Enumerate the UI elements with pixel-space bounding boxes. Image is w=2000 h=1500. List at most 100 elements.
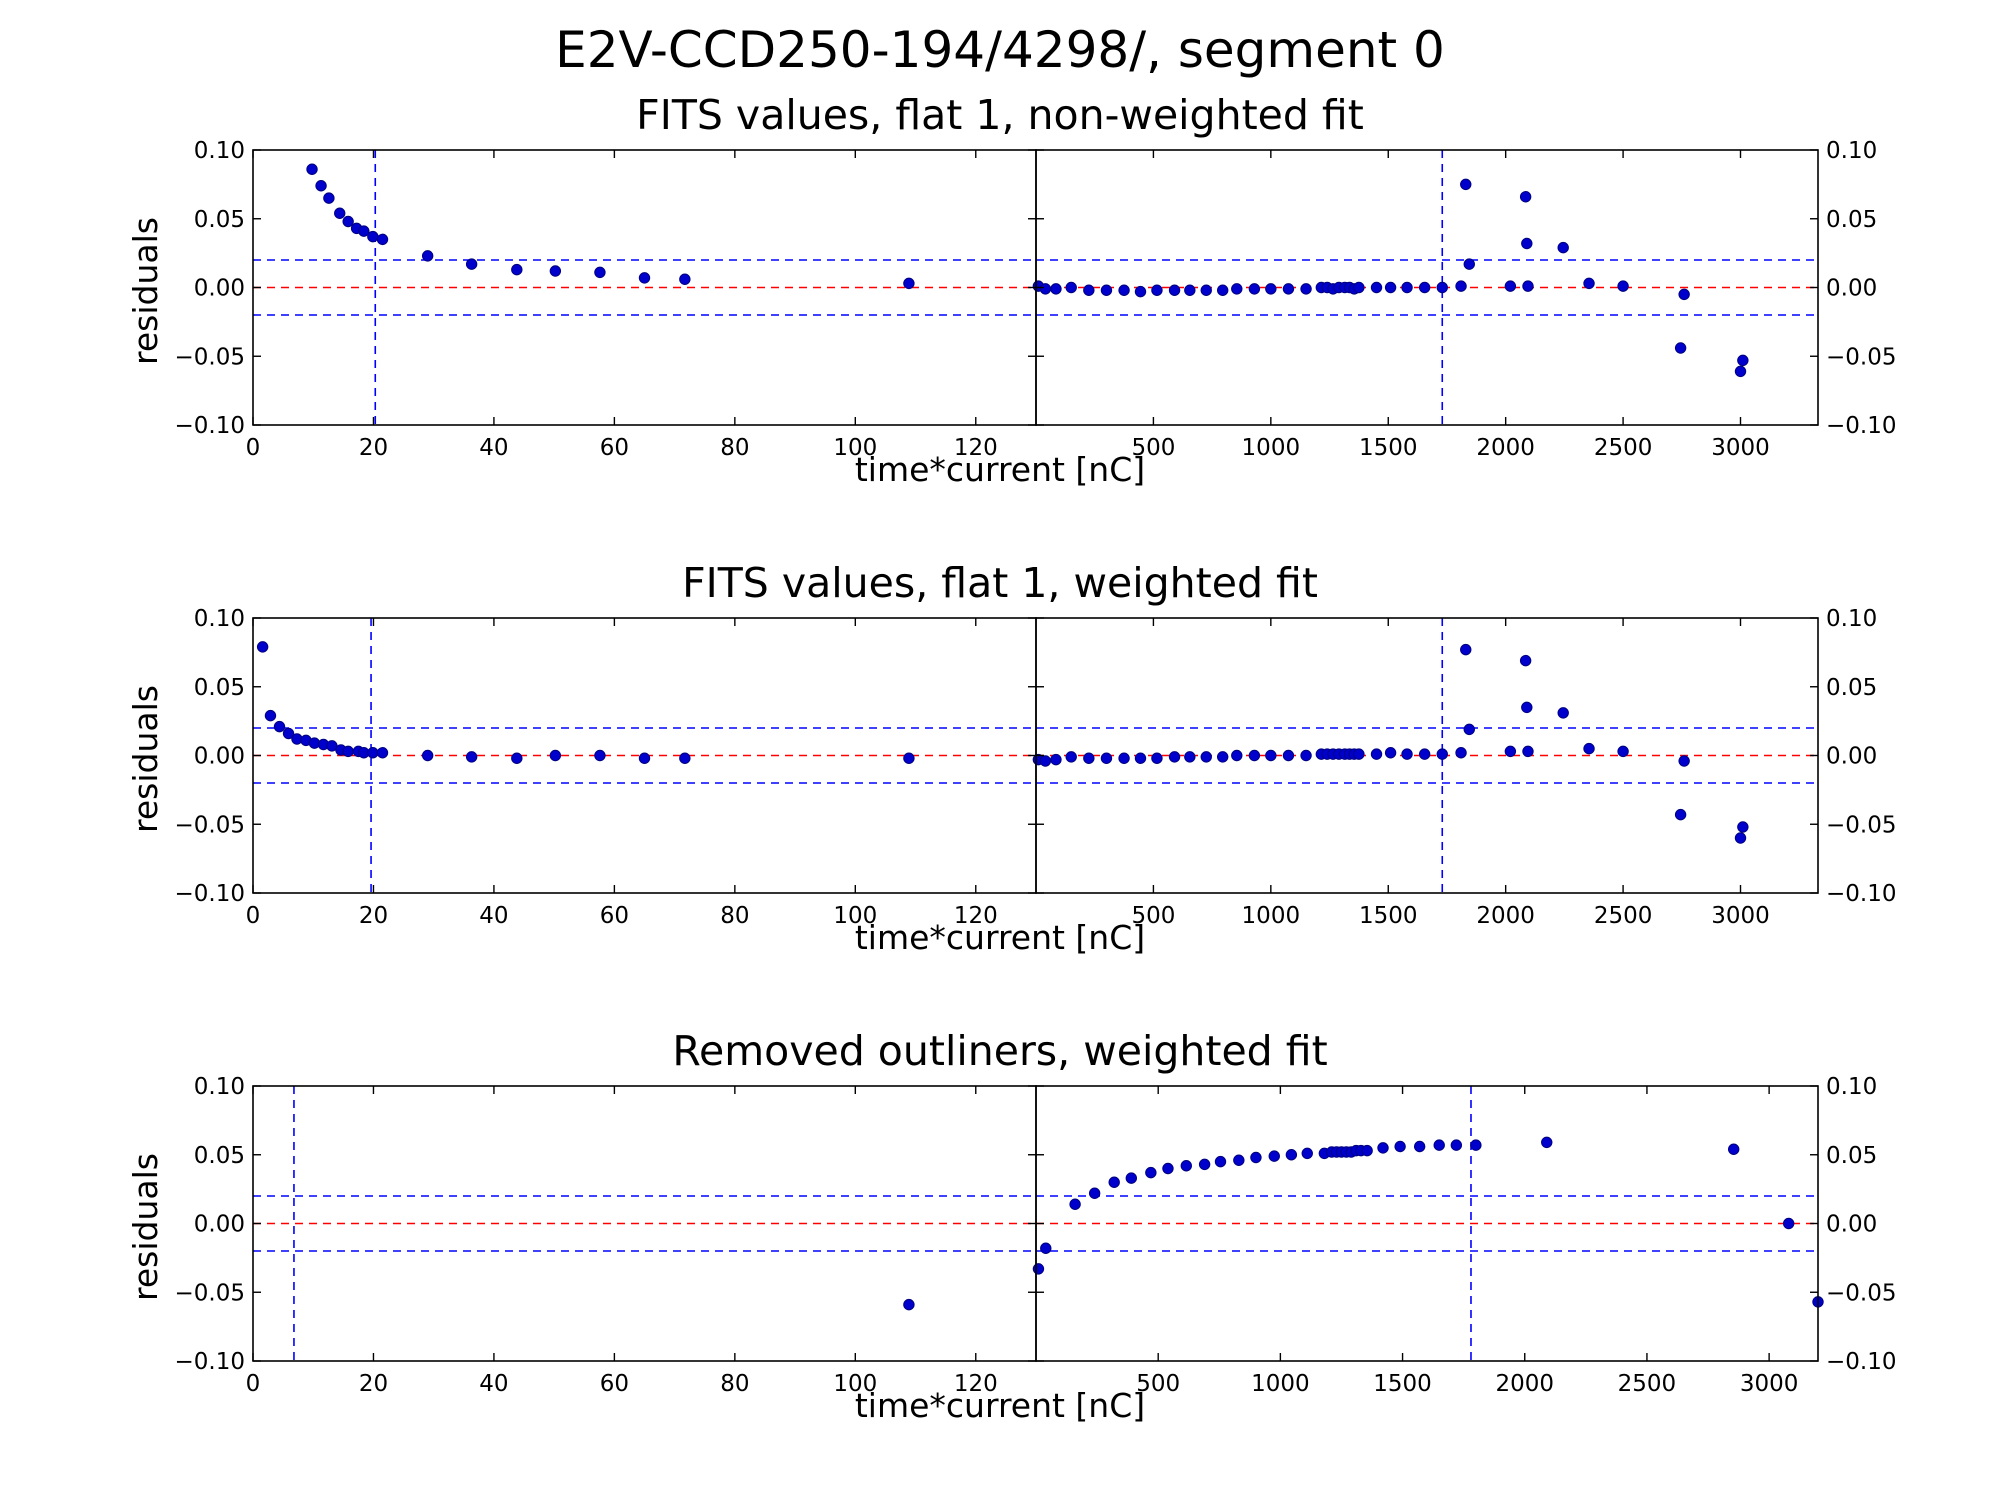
data-point (376, 747, 389, 759)
data-point (1198, 1158, 1211, 1171)
data-point (1282, 283, 1295, 295)
data-point (1436, 748, 1448, 760)
plot-area: 0 20 40 60 80 100 120 500 1000 1500 2000 2500 3000 0.… (175, 606, 1897, 929)
data-point (1125, 1172, 1138, 1184)
data-point (1200, 284, 1212, 296)
data-point (1394, 1140, 1406, 1153)
x-tick-label: 20 (359, 435, 388, 461)
data-point (1353, 748, 1365, 760)
x-tick-label: 500 (1131, 903, 1175, 929)
x-tick-label: 1500 (1373, 1371, 1432, 1397)
data-point (1401, 748, 1413, 760)
y-tick-label: 0.10 (194, 606, 245, 632)
y-tick-label: 0.05 (194, 675, 245, 701)
y-tick-label: 0.05 (1826, 207, 1877, 233)
data-point (1782, 1217, 1795, 1230)
y-tick-label: 0.00 (194, 1212, 245, 1238)
x-tick-label: 40 (479, 1371, 508, 1397)
y-tick-label: −0.05 (175, 812, 245, 838)
x-tick-label: 1500 (1359, 903, 1418, 929)
x-tick-label: 40 (479, 435, 508, 461)
panel-3: Removed outliners, weighted fit residual… (126, 1027, 1896, 1425)
data-point (1418, 281, 1431, 294)
x-tick-label: 1500 (1359, 435, 1418, 461)
data-point (1401, 281, 1413, 294)
x-tick-label: 40 (479, 903, 508, 929)
x-tick-label: 60 (600, 903, 629, 929)
data-point (1617, 280, 1629, 292)
data-point (1377, 1142, 1389, 1154)
y-tick-label: 0.10 (1826, 606, 1877, 632)
x-tick-label: 0 (246, 903, 261, 929)
data-point (1065, 281, 1077, 294)
data-point (1069, 1198, 1081, 1210)
panel-title: FITS values, flat 1, non-weighted fit (636, 91, 1364, 139)
data-point (1450, 1139, 1463, 1151)
x-tick-label: 0 (246, 1371, 261, 1397)
data-point (1678, 288, 1690, 301)
y-tick-label: −0.10 (1826, 881, 1896, 907)
data-point (256, 641, 269, 653)
data-point (1248, 749, 1261, 762)
x-tick-label: 100 (833, 435, 877, 461)
left-subplot: 0 20 40 60 80 100 120 (246, 1086, 1036, 1397)
data-point (1039, 283, 1052, 295)
data-point (1248, 283, 1261, 295)
data-point (1460, 178, 1472, 191)
x-tick-label: 2000 (1495, 1371, 1554, 1397)
data-point (1361, 1144, 1373, 1157)
data-point (1674, 808, 1687, 821)
panel-title: Removed outliners, weighted fit (672, 1027, 1327, 1075)
data-point (1433, 1139, 1445, 1151)
data-point (1151, 284, 1163, 296)
data-point (358, 225, 370, 237)
x-axis-label: time*current [nC] (855, 1386, 1145, 1425)
data-point (903, 1298, 915, 1311)
x-tick-label: 20 (359, 1371, 388, 1397)
data-point (511, 752, 523, 764)
y-tick-label: 0.05 (194, 207, 245, 233)
x-tick-label: 3000 (1711, 903, 1770, 929)
x-tick-label: 80 (720, 1371, 749, 1397)
data-point (1504, 745, 1517, 758)
data-point (1231, 283, 1243, 295)
data-point (1145, 1166, 1157, 1179)
data-point (1519, 191, 1532, 203)
x-tick-label: 1000 (1242, 435, 1301, 461)
data-point (1162, 1162, 1174, 1175)
data-point (315, 180, 327, 192)
x-axis-label: time*current [nC] (855, 450, 1145, 489)
x-tick-label: 80 (720, 903, 749, 929)
data-point (1470, 1139, 1482, 1151)
data-point (1463, 258, 1475, 270)
data-point (1617, 745, 1629, 758)
right-axes-frame (1035, 149, 1819, 426)
y-tick-label: 0.10 (1826, 1074, 1877, 1100)
data-point (903, 752, 915, 764)
data-point (465, 258, 478, 270)
x-tick-label: 100 (833, 1371, 877, 1397)
y-tick-label: −0.05 (1826, 344, 1896, 370)
x-axis-label: time*current [nC] (855, 918, 1145, 957)
data-point (273, 720, 286, 733)
data-point (1231, 749, 1243, 762)
data-point (1216, 284, 1229, 296)
left-subplot: 0 20 40 60 80 100 120 (246, 150, 1036, 461)
data-point (323, 192, 335, 204)
data-point (1413, 1140, 1426, 1153)
y-tick-label: 0.05 (1826, 675, 1877, 701)
data-point (549, 749, 562, 762)
data-point (511, 263, 523, 276)
data-point (376, 233, 389, 246)
data-point (1455, 280, 1467, 292)
data-point (1250, 1151, 1262, 1164)
x-tick-label: 3000 (1711, 435, 1770, 461)
data-point (1519, 654, 1532, 667)
y-tick-label: 0.05 (194, 1143, 245, 1169)
data-point (1737, 354, 1749, 367)
data-point (1370, 748, 1383, 760)
data-point (549, 265, 562, 277)
data-point (1734, 832, 1747, 844)
plot-area: 0 20 40 60 80 100 120 500 1000 1500 2000 2500 3000 0.… (175, 1074, 1897, 1397)
y-tick-label: 0.05 (1826, 1143, 1877, 1169)
